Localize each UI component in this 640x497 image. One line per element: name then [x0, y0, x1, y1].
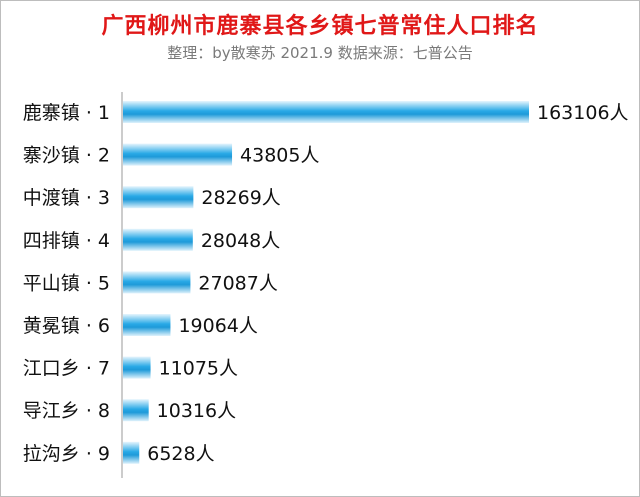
- value-label: 43805人: [240, 145, 319, 167]
- category-label: 中渡镇 · 3: [23, 187, 110, 209]
- bar: [123, 143, 233, 166]
- value-label: 163106人: [537, 102, 629, 124]
- value-label: 27087人: [198, 272, 277, 294]
- bar: [123, 314, 171, 336]
- category-label: 鹿寨镇 · 1: [23, 102, 110, 124]
- bar: [123, 441, 140, 464]
- bar: [123, 271, 191, 294]
- category-label: 平山镇 · 5: [23, 272, 110, 294]
- value-label: 6528人: [147, 443, 214, 465]
- bar: [123, 186, 194, 209]
- chart-title: 广西柳州市鹿寨县各乡镇七普常住人口排名: [101, 14, 539, 39]
- bar: [123, 101, 529, 123]
- chart-subtitle: 整理：by散寒苏 2021.9 数据来源：七普公告: [167, 44, 473, 62]
- value-label: 11075人: [159, 358, 238, 380]
- value-label: 19064人: [178, 315, 257, 337]
- value-label: 10316人: [157, 400, 236, 422]
- bar: [123, 356, 151, 379]
- bar: [123, 228, 193, 251]
- category-label: 导江乡 · 8: [23, 400, 110, 422]
- value-label: 28269人: [201, 187, 280, 209]
- category-label: 拉沟乡 · 9: [23, 443, 110, 465]
- value-label: 28048人: [201, 230, 280, 252]
- bar: [123, 399, 149, 422]
- category-label: 寨沙镇 · 2: [23, 145, 110, 167]
- category-label: 黄冕镇 · 6: [23, 315, 110, 337]
- category-label: 四排镇 · 4: [23, 230, 110, 252]
- category-label: 江口乡 · 7: [23, 358, 110, 380]
